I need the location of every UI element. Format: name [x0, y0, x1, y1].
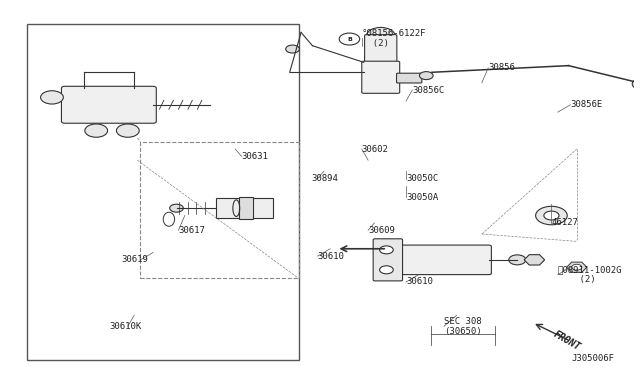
Circle shape	[116, 124, 140, 137]
Circle shape	[536, 206, 567, 225]
Text: 46127: 46127	[552, 218, 579, 227]
Text: 30610: 30610	[406, 278, 433, 286]
FancyBboxPatch shape	[61, 86, 156, 123]
Bar	[216, 198, 273, 218]
Text: 30617: 30617	[179, 226, 205, 235]
Circle shape	[380, 266, 393, 274]
Bar	[27, 23, 298, 359]
FancyBboxPatch shape	[365, 35, 397, 63]
Text: 30602: 30602	[362, 145, 388, 154]
FancyBboxPatch shape	[384, 245, 492, 275]
Bar	[141, 142, 298, 278]
Circle shape	[419, 72, 433, 80]
Text: FRONT: FRONT	[552, 329, 582, 353]
Polygon shape	[524, 255, 545, 265]
Text: SEC 308
(30650): SEC 308 (30650)	[444, 317, 481, 336]
Text: 30610K: 30610K	[109, 322, 141, 331]
Polygon shape	[566, 262, 587, 272]
Circle shape	[170, 204, 183, 212]
Circle shape	[367, 28, 395, 44]
Circle shape	[285, 45, 300, 53]
Text: 30894: 30894	[311, 174, 338, 183]
Text: °08156-6122F
  (2): °08156-6122F (2)	[362, 29, 426, 48]
Text: 30050C: 30050C	[406, 174, 438, 183]
FancyBboxPatch shape	[373, 239, 403, 281]
Circle shape	[572, 264, 582, 270]
Text: 30609: 30609	[368, 226, 395, 235]
Text: 30856E: 30856E	[570, 100, 603, 109]
FancyBboxPatch shape	[397, 73, 422, 83]
Circle shape	[632, 78, 640, 90]
Circle shape	[40, 91, 63, 104]
Text: 30631: 30631	[242, 152, 269, 161]
Text: J305006F: J305006F	[572, 354, 614, 363]
Text: 30619: 30619	[122, 255, 148, 264]
Text: 08911-1002G
    (2): 08911-1002G (2)	[558, 265, 622, 284]
FancyBboxPatch shape	[362, 61, 400, 93]
Circle shape	[509, 255, 526, 265]
Circle shape	[544, 211, 559, 220]
Circle shape	[380, 246, 393, 254]
Text: 30856: 30856	[488, 63, 515, 72]
Bar	[239, 197, 253, 219]
Text: 30856C: 30856C	[412, 86, 445, 94]
Text: 30050A: 30050A	[406, 193, 438, 202]
Text: 30610: 30610	[317, 251, 344, 261]
Circle shape	[85, 124, 108, 137]
Text: B: B	[347, 36, 352, 42]
Circle shape	[339, 33, 360, 45]
